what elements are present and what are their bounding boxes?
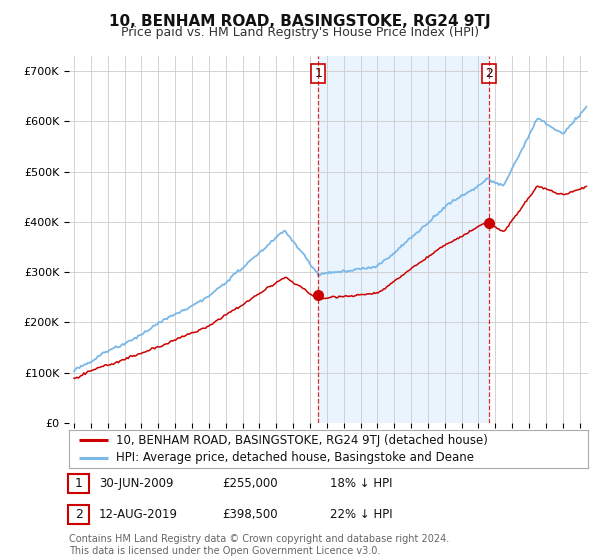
Text: £255,000: £255,000 — [222, 477, 278, 490]
Text: 1: 1 — [74, 477, 83, 490]
Text: 2: 2 — [74, 507, 83, 521]
Text: 30-JUN-2009: 30-JUN-2009 — [99, 477, 173, 490]
Bar — [319, 56, 489, 423]
Text: 2: 2 — [485, 67, 493, 80]
Text: Price paid vs. HM Land Registry's House Price Index (HPI): Price paid vs. HM Land Registry's House … — [121, 26, 479, 39]
Text: 22% ↓ HPI: 22% ↓ HPI — [330, 507, 392, 521]
Text: 10, BENHAM ROAD, BASINGSTOKE, RG24 9TJ: 10, BENHAM ROAD, BASINGSTOKE, RG24 9TJ — [109, 14, 491, 29]
Text: £398,500: £398,500 — [222, 507, 278, 521]
Text: 10, BENHAM ROAD, BASINGSTOKE, RG24 9TJ (detached house): 10, BENHAM ROAD, BASINGSTOKE, RG24 9TJ (… — [116, 433, 488, 447]
Text: 1: 1 — [314, 67, 322, 80]
Text: Contains HM Land Registry data © Crown copyright and database right 2024.
This d: Contains HM Land Registry data © Crown c… — [69, 534, 449, 556]
Text: 18% ↓ HPI: 18% ↓ HPI — [330, 477, 392, 490]
Text: HPI: Average price, detached house, Basingstoke and Deane: HPI: Average price, detached house, Basi… — [116, 451, 474, 464]
Text: 12-AUG-2019: 12-AUG-2019 — [99, 507, 178, 521]
